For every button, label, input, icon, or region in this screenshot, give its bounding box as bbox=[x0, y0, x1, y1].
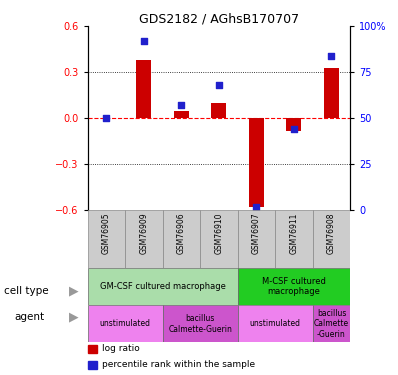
Bar bbox=[249, 118, 264, 207]
Text: cell type: cell type bbox=[4, 286, 49, 296]
Text: M-CSF cultured
macrophage: M-CSF cultured macrophage bbox=[262, 277, 326, 296]
Point bbox=[178, 102, 185, 108]
Bar bbox=[238, 305, 313, 342]
Point bbox=[140, 38, 147, 44]
Title: GDS2182 / AGhsB170707: GDS2182 / AGhsB170707 bbox=[139, 12, 299, 25]
Bar bbox=[211, 103, 226, 118]
Bar bbox=[174, 111, 189, 118]
Bar bbox=[163, 305, 238, 342]
Bar bbox=[313, 305, 350, 342]
Point bbox=[328, 53, 335, 59]
Text: GSM76910: GSM76910 bbox=[215, 213, 223, 254]
Point bbox=[103, 115, 109, 121]
Point bbox=[291, 126, 297, 132]
Text: GSM76907: GSM76907 bbox=[252, 213, 261, 254]
Text: GM-CSF cultured macrophage: GM-CSF cultured macrophage bbox=[100, 282, 226, 291]
Text: ▶: ▶ bbox=[69, 310, 78, 323]
Bar bbox=[88, 345, 97, 353]
Point bbox=[253, 204, 259, 210]
Bar bbox=[275, 210, 313, 268]
Text: bacillus
Calmette
-Guerin: bacillus Calmette -Guerin bbox=[314, 309, 349, 339]
Bar bbox=[88, 210, 125, 268]
Bar bbox=[238, 268, 350, 305]
Bar bbox=[88, 268, 238, 305]
Bar bbox=[287, 118, 301, 130]
Text: GSM76906: GSM76906 bbox=[177, 213, 186, 254]
Point bbox=[216, 82, 222, 88]
Bar bbox=[125, 210, 163, 268]
Text: log ratio: log ratio bbox=[102, 344, 140, 353]
Bar bbox=[324, 68, 339, 118]
Text: unstimulated: unstimulated bbox=[250, 319, 300, 328]
Text: agent: agent bbox=[14, 312, 44, 322]
Bar bbox=[88, 361, 97, 369]
Bar bbox=[200, 210, 238, 268]
Bar bbox=[238, 210, 275, 268]
Text: GSM76908: GSM76908 bbox=[327, 213, 336, 254]
Text: GSM76911: GSM76911 bbox=[289, 213, 298, 254]
Bar bbox=[88, 305, 163, 342]
Text: unstimulated: unstimulated bbox=[100, 319, 150, 328]
Text: GSM76909: GSM76909 bbox=[139, 213, 148, 254]
Text: bacillus
Calmette-Guerin: bacillus Calmette-Guerin bbox=[168, 314, 232, 333]
Bar bbox=[313, 210, 350, 268]
Bar bbox=[137, 60, 151, 118]
Text: ▶: ▶ bbox=[69, 284, 78, 297]
Text: GSM76905: GSM76905 bbox=[102, 213, 111, 254]
Text: percentile rank within the sample: percentile rank within the sample bbox=[102, 360, 255, 369]
Bar bbox=[163, 210, 200, 268]
